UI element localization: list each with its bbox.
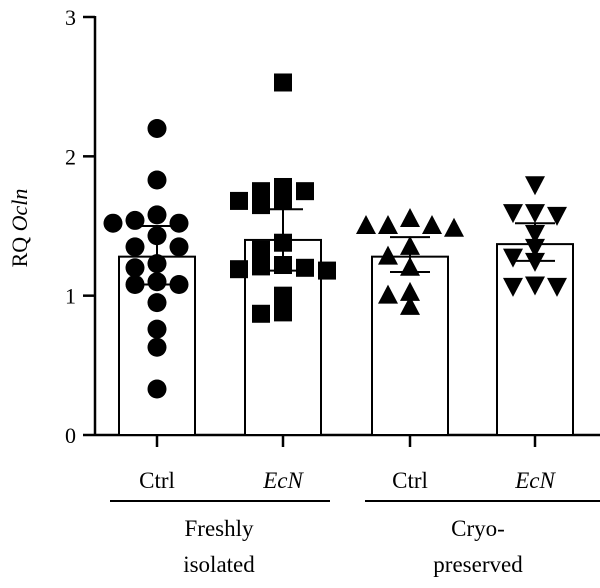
y-tick-label: 2	[65, 144, 76, 169]
data-point	[252, 196, 270, 215]
y-axis-label-prefix: RQ	[7, 231, 32, 267]
data-point	[400, 208, 420, 228]
data-point	[296, 182, 314, 201]
data-point	[274, 303, 292, 322]
data-point	[169, 213, 189, 233]
group-label-line1: Cryo-	[451, 516, 505, 541]
data-point	[378, 245, 398, 265]
data-point	[230, 191, 248, 210]
x-category-label: Ctrl	[139, 468, 175, 493]
group-label-line2: preserved	[433, 552, 523, 577]
data-point	[147, 205, 167, 225]
data-point	[230, 260, 248, 279]
y-axis-label-gene: Ocln	[7, 189, 32, 232]
data-point	[274, 73, 292, 92]
data-point	[274, 190, 292, 209]
data-point	[147, 226, 167, 246]
data-point	[147, 118, 167, 138]
y-axis: 0 1 2 3	[65, 5, 97, 448]
data-point	[525, 276, 545, 296]
data-point	[252, 182, 270, 201]
y-tick-label: 1	[65, 284, 76, 309]
data-point	[400, 281, 420, 301]
x-category-label: EcN	[514, 468, 556, 493]
data-point	[274, 233, 292, 252]
bar	[496, 243, 574, 436]
data-point	[525, 252, 545, 272]
data-point	[147, 293, 167, 313]
data-point	[252, 240, 270, 259]
data-point	[503, 248, 523, 268]
data-point	[400, 256, 420, 276]
data-point	[503, 277, 523, 297]
data-point	[525, 224, 545, 244]
data-point	[147, 337, 167, 357]
data-point	[147, 170, 167, 190]
data-point	[356, 215, 376, 234]
group-label-line1: Freshly	[185, 516, 255, 541]
x-category-label: Ctrl	[392, 468, 428, 493]
data-point	[378, 215, 398, 234]
data-point	[252, 257, 270, 276]
data-point	[147, 319, 167, 339]
data-point	[125, 275, 145, 295]
x-category-label: EcN	[262, 468, 304, 493]
data-point	[125, 258, 145, 278]
data-point	[103, 213, 123, 233]
y-axis-label: RQ Ocln	[7, 189, 32, 268]
data-point	[147, 379, 167, 399]
data-point	[147, 272, 167, 292]
data-point	[400, 295, 420, 315]
data-point	[525, 176, 545, 196]
y-tick-label: 3	[65, 5, 76, 30]
data-point	[525, 204, 545, 224]
data-point	[296, 258, 314, 277]
data-point	[274, 286, 292, 305]
data-point	[503, 204, 523, 224]
data-point	[318, 261, 336, 280]
data-point	[169, 275, 189, 295]
data-point	[422, 215, 442, 234]
data-point	[169, 237, 189, 257]
data-point	[525, 238, 545, 258]
data-point	[125, 237, 145, 257]
group-label-line2: isolated	[183, 552, 255, 577]
data-point	[378, 284, 398, 304]
y-tick-label: 0	[65, 423, 76, 448]
data-point	[274, 256, 292, 275]
data-point	[147, 254, 167, 274]
data-point	[547, 206, 567, 226]
data-point	[400, 235, 420, 255]
data-point	[444, 217, 464, 237]
data-point	[252, 304, 270, 323]
data-point	[547, 277, 567, 297]
data-point	[125, 210, 145, 230]
